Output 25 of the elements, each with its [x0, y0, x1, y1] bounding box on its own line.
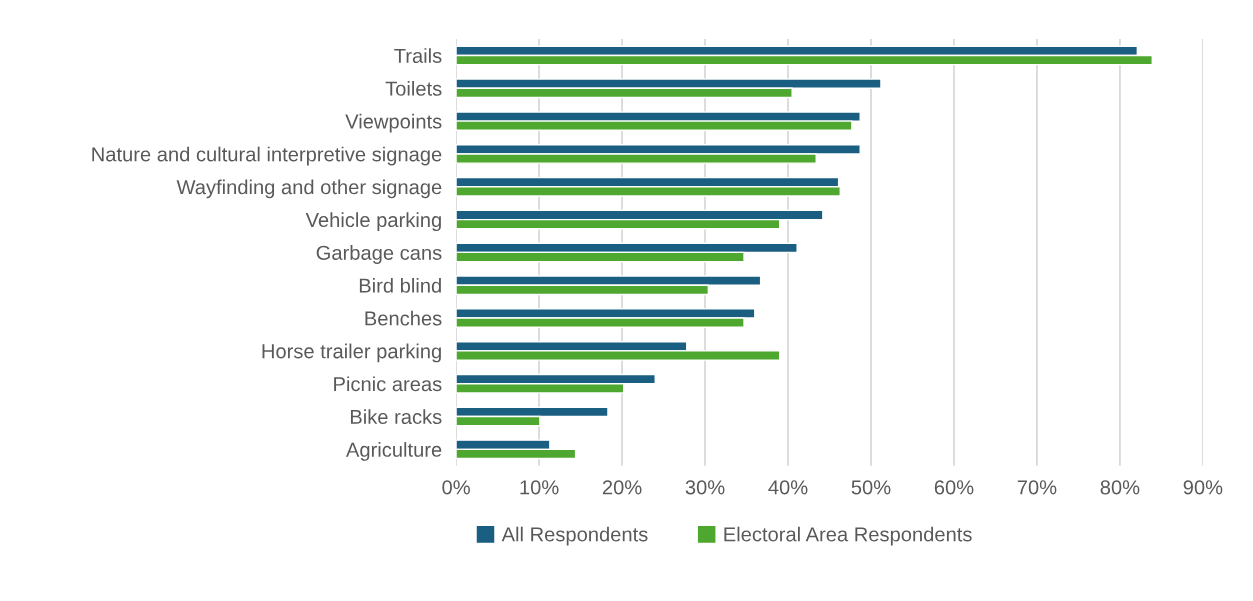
x-tick-label: 60%	[934, 480, 974, 495]
y-tick-label: Horse trailer parking	[262, 343, 441, 363]
y-tick-label: Wayfinding and other signage	[176, 179, 442, 199]
x-tick-label: 50%	[851, 480, 891, 495]
y-tick-label: Toilets	[385, 81, 442, 96]
x-tick-label: 0%	[442, 480, 470, 495]
x-tick-label: 30%	[685, 480, 725, 495]
x-tick-label: 10%	[520, 480, 559, 495]
y-tick-label: Bike racks	[350, 409, 442, 425]
x-tick-label: 90%	[1183, 480, 1223, 495]
x-tick-label: 70%	[1017, 480, 1057, 495]
y-tick-label: Vehicle parking	[305, 212, 441, 232]
y-tick-label: Bird blind	[359, 277, 441, 293]
x-tick-label: 20%	[602, 480, 642, 495]
x-tick-label: 80%	[1100, 480, 1140, 495]
y-tick-label: Viewpoints	[345, 113, 442, 133]
y-tick-label: Agriculture	[345, 442, 442, 461]
y-tick-label: Benches	[365, 310, 442, 326]
y-tick-label: Nature and cultural interpretive signage	[92, 146, 442, 166]
x-tick-label: 40%	[768, 480, 808, 495]
y-tick-label: Garbage cans	[316, 245, 442, 264]
legend-label: Electoral Area Respondents	[724, 526, 972, 546]
legend-label: All Respondents	[501, 526, 648, 546]
y-tick-label: Picnic areas	[334, 376, 442, 392]
y-tick-label: Trails	[394, 48, 442, 63]
